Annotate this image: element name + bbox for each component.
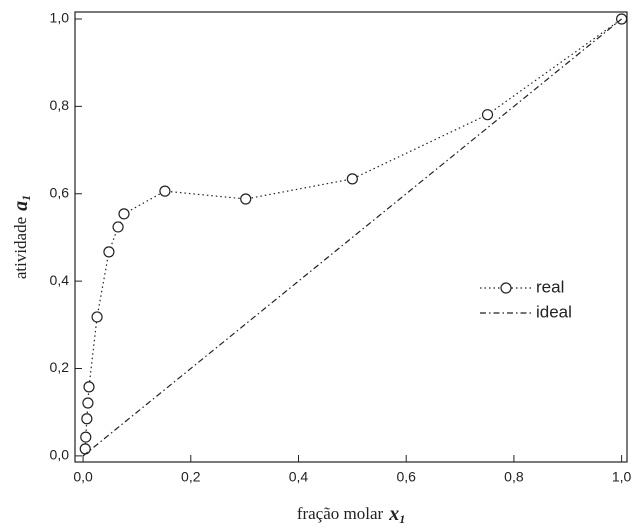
- x-tick-label: 0,8: [504, 469, 524, 485]
- y-tick-label: 1,0: [50, 10, 70, 26]
- y-tick-label: 0,8: [50, 97, 70, 113]
- x-label-text: fração molar: [297, 504, 384, 523]
- data-point: [481, 109, 494, 121]
- data-point: [159, 185, 171, 197]
- data-point: [82, 397, 94, 409]
- data-point: [240, 193, 252, 205]
- data-point: [83, 381, 95, 393]
- data-point: [118, 208, 130, 220]
- data-point: [103, 246, 115, 258]
- y-label-text: atividade: [11, 217, 30, 279]
- x-tick-label: 0,6: [396, 469, 416, 485]
- x-label-symbol: x: [388, 503, 399, 525]
- legend-marker: [500, 282, 512, 294]
- x-tick-label: 0,0: [73, 469, 93, 485]
- x-label-subscript: 1: [399, 512, 405, 526]
- y-label-symbol: a: [10, 201, 32, 211]
- legend-label: ideal: [536, 302, 572, 321]
- series-line: [84, 18, 622, 449]
- y-tick-label: 0,0: [50, 447, 70, 463]
- y-tick-label: 0,6: [50, 184, 70, 200]
- y-label-subscript: 1: [19, 195, 33, 201]
- legend-label: real: [536, 277, 564, 296]
- data-point: [80, 431, 92, 443]
- y-tick-label: 0,4: [50, 272, 70, 288]
- series-line: [82, 18, 622, 457]
- x-tick-label: 1,0: [612, 469, 632, 485]
- data-point: [81, 413, 93, 425]
- data-point: [79, 443, 91, 455]
- y-tick-label: 0,2: [50, 359, 70, 375]
- x-tick-label: 0,2: [181, 469, 201, 485]
- y-axis-label: atividade a1: [10, 195, 33, 279]
- data-point: [346, 173, 358, 185]
- x-tick-label: 0,4: [289, 469, 309, 485]
- data-point: [91, 311, 103, 323]
- plot-frame: [74, 11, 628, 463]
- data-point: [112, 221, 124, 233]
- x-axis-label: fração molar x1: [297, 503, 405, 526]
